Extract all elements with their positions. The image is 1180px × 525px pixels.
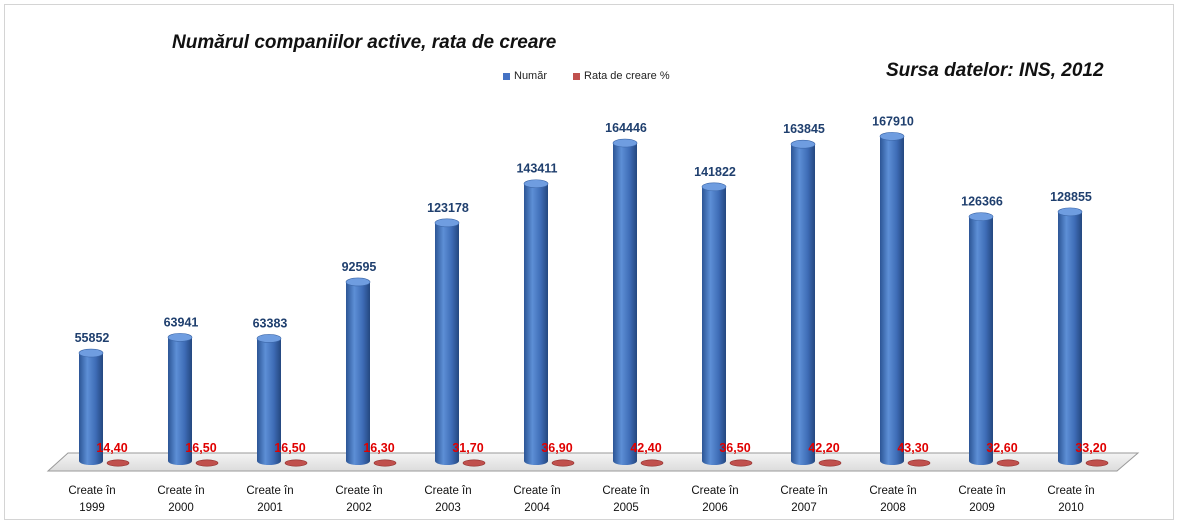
data-label-rata: 33,20 bbox=[1075, 441, 1106, 455]
bar-numar bbox=[346, 281, 370, 465]
bar-numar bbox=[880, 136, 904, 465]
legend-label-numar: Număr bbox=[514, 70, 548, 82]
bar-numar bbox=[435, 222, 459, 465]
bar-numar-cap bbox=[523, 179, 549, 189]
data-label-numar: 63383 bbox=[253, 316, 288, 330]
bar-numar bbox=[257, 338, 281, 465]
data-label-numar: 141822 bbox=[694, 165, 736, 179]
bar-numar bbox=[168, 337, 192, 465]
data-label-rata: 42,40 bbox=[630, 441, 661, 455]
legend-entry-numar: Număr bbox=[503, 70, 547, 82]
bar-numar-cap bbox=[790, 139, 816, 149]
x-tick-label: 2001 bbox=[257, 502, 283, 514]
data-label-numar: 55852 bbox=[75, 331, 110, 345]
x-tick-label: 2003 bbox=[435, 502, 461, 514]
bar-numar bbox=[524, 183, 548, 465]
bar-rata bbox=[907, 459, 931, 467]
bar-numar-cap bbox=[701, 182, 727, 192]
x-tick-label: 2006 bbox=[702, 502, 728, 514]
x-tick-label: Create în bbox=[691, 485, 738, 497]
data-label-rata: 32,60 bbox=[986, 441, 1017, 455]
x-tick-label: 2002 bbox=[346, 502, 372, 514]
bar-rata bbox=[1085, 459, 1109, 467]
x-tick-label: Create în bbox=[513, 485, 560, 497]
bar-numar-cap bbox=[434, 218, 460, 228]
bar-numar bbox=[702, 186, 726, 466]
x-tick-label: 1999 bbox=[79, 502, 105, 514]
data-label-rata: 16,30 bbox=[363, 441, 394, 455]
bar-rata bbox=[729, 459, 753, 467]
data-label-numar: 128855 bbox=[1050, 190, 1092, 204]
x-tick-label: 2007 bbox=[791, 502, 817, 514]
bar-rata bbox=[195, 459, 219, 467]
data-label-rata: 14,40 bbox=[96, 441, 127, 455]
data-label-numar: 167910 bbox=[872, 114, 914, 128]
x-tick-label: Create în bbox=[246, 485, 293, 497]
bar-numar-cap bbox=[345, 277, 371, 287]
x-tick-label: 2009 bbox=[969, 502, 995, 514]
legend: Număr Rata de creare % bbox=[503, 69, 670, 83]
data-label-rata: 16,50 bbox=[185, 441, 216, 455]
bar-numar-cap bbox=[879, 132, 905, 141]
bar-numar-cap bbox=[1057, 207, 1083, 217]
data-label-numar: 143411 bbox=[516, 162, 557, 176]
x-tick-label: Create în bbox=[157, 485, 204, 497]
bar-numar-cap bbox=[167, 333, 193, 342]
bar-rata bbox=[373, 459, 397, 467]
chart-floor bbox=[46, 452, 1140, 472]
x-tick-label: Create în bbox=[602, 485, 649, 497]
bar-numar bbox=[969, 216, 993, 465]
bar-rata bbox=[996, 459, 1020, 467]
data-label-numar: 163845 bbox=[783, 122, 825, 136]
x-tick-label: Create în bbox=[1047, 485, 1094, 497]
data-label-numar: 123178 bbox=[427, 201, 469, 215]
bar-rata bbox=[640, 459, 664, 467]
bar-numar bbox=[613, 143, 637, 466]
x-tick-label: 2005 bbox=[613, 502, 639, 514]
x-tick-label: 2000 bbox=[168, 502, 194, 514]
data-label-numar: 164446 bbox=[605, 121, 647, 135]
x-tick-label: Create în bbox=[958, 485, 1005, 497]
data-label-rata: 43,30 bbox=[897, 441, 928, 455]
x-tick-label: Create în bbox=[424, 485, 471, 497]
bar-numar bbox=[1058, 211, 1082, 465]
bar-rata bbox=[106, 459, 130, 467]
x-tick-label: 2004 bbox=[524, 502, 550, 514]
legend-label-rata: Rata de creare % bbox=[584, 70, 670, 82]
chart-title: Numărul companiilor active, rata de crea… bbox=[172, 32, 557, 53]
data-label-numar: 92595 bbox=[342, 260, 377, 274]
legend-swatch-numar bbox=[503, 72, 510, 80]
bar-numar-cap bbox=[968, 212, 994, 221]
bar-numar bbox=[791, 144, 815, 465]
source-note: Sursa datelor: INS, 2012 bbox=[886, 60, 1104, 81]
x-tick-label: Create în bbox=[869, 485, 916, 497]
data-label-rata: 31,70 bbox=[452, 441, 483, 455]
legend-swatch-rata bbox=[573, 72, 581, 80]
x-tick-label: 2010 bbox=[1058, 502, 1084, 514]
data-label-rata: 36,90 bbox=[541, 441, 572, 455]
data-label-rata: 42,20 bbox=[808, 441, 839, 455]
x-tick-label: 2008 bbox=[880, 502, 906, 514]
bar-rata bbox=[818, 459, 842, 467]
data-label-rata: 16,50 bbox=[274, 441, 305, 455]
legend-entry-rata: Rata de creare % bbox=[573, 70, 670, 82]
bar-rata bbox=[462, 459, 486, 467]
bar-numar bbox=[79, 353, 103, 465]
bar-numar-cap bbox=[612, 138, 638, 148]
data-label-numar: 126366 bbox=[961, 195, 1003, 209]
data-label-rata: 36,50 bbox=[719, 441, 750, 455]
data-label-numar: 63941 bbox=[164, 315, 199, 329]
bar-numar-cap bbox=[78, 348, 104, 358]
bar-rata bbox=[551, 459, 575, 467]
bar-rata bbox=[284, 459, 308, 467]
x-tick-label: Create în bbox=[68, 485, 115, 497]
x-tick-label: Create în bbox=[780, 485, 827, 497]
bar-numar-cap bbox=[256, 334, 282, 343]
x-tick-label: Create în bbox=[335, 485, 382, 497]
